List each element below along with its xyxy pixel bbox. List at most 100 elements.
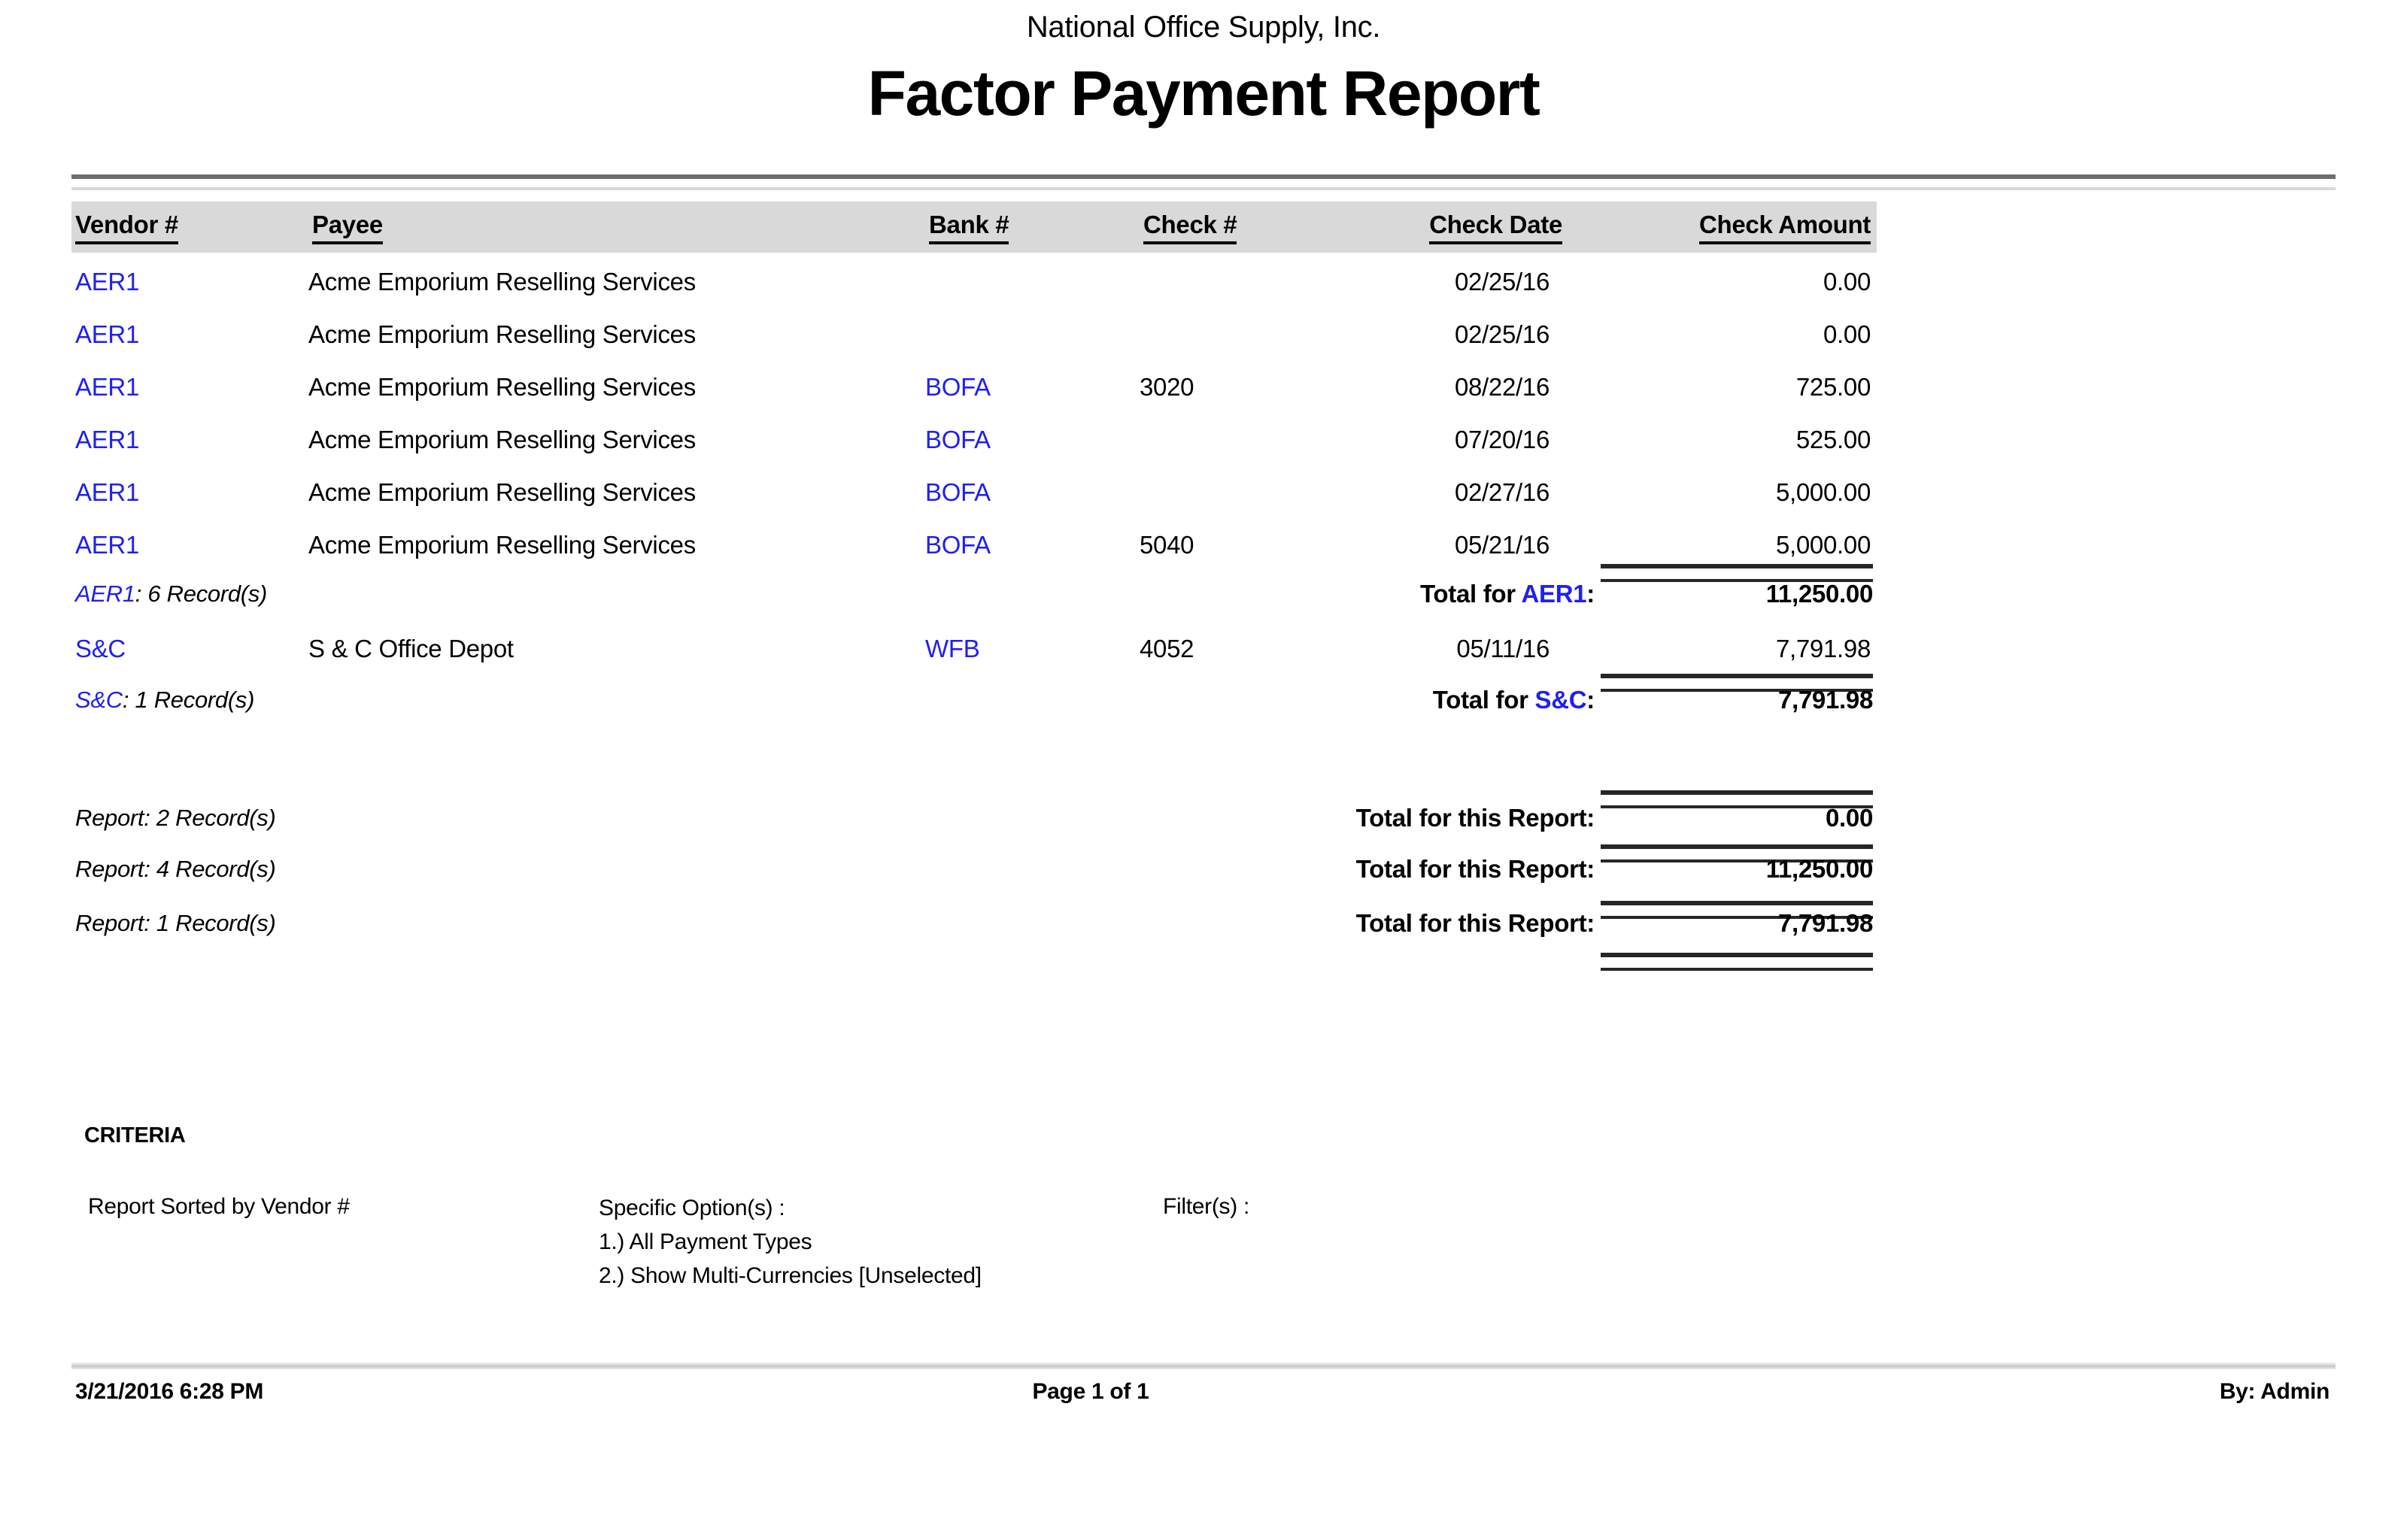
subtotal-rule <box>1601 564 1873 582</box>
payee-cell: Acme Emporium Reselling Services <box>308 426 696 453</box>
title-rule-dark <box>71 174 2336 179</box>
check-date-cell: 05/21/16 <box>1454 531 1550 559</box>
check-date-cell: 07/20/16 <box>1454 426 1550 453</box>
report-total-rule <box>1601 953 1873 971</box>
company-name: National Office Supply, Inc. <box>1026 11 1381 44</box>
group-total-label: Total for AER1: <box>1420 573 1595 615</box>
group-total-prefix: Total for <box>1419 580 1522 608</box>
payee-cell: S & C Office Depot <box>308 635 514 662</box>
payee-cell: Acme Emporium Reselling Services <box>308 373 696 401</box>
bank-code-link[interactable]: BOFA <box>925 478 991 506</box>
report-record-count: Report: 4 Record(s) <box>75 848 276 890</box>
vendor-code-link[interactable]: AER1 <box>75 320 140 348</box>
check-date-cell: 02/25/16 <box>1454 320 1550 348</box>
footer-datetime: 3/21/2016 6:28 PM <box>75 1379 264 1404</box>
vendor-code-link[interactable]: AER1 <box>75 268 140 296</box>
report-total-amount: 0.00 <box>1825 804 1873 832</box>
group-total-label: Total for S&C: <box>1433 681 1595 720</box>
bank-code-link[interactable]: BOFA <box>925 426 991 453</box>
payee-cell: Acme Emporium Reselling Services <box>308 320 696 348</box>
report-body: National Office Supply, Inc. Factor Paym… <box>71 0 2336 1540</box>
group-total-colon: : <box>1586 686 1595 714</box>
criteria-option: 1.) All Payment Types <box>599 1229 812 1254</box>
report-total-label: Total for this Report: <box>1355 909 1595 937</box>
payee-cell: Acme Emporium Reselling Services <box>308 531 696 559</box>
vendor-code-link[interactable]: AER1 <box>75 373 140 401</box>
check-amount-cell: 7,791.98 <box>1775 635 1871 662</box>
check-amount-cell: 725.00 <box>1795 373 1871 401</box>
report-record-count-text: Report: 4 Record(s) <box>75 856 276 882</box>
subtotal-rule <box>1601 674 1873 692</box>
report-record-count-text: Report: 1 Record(s) <box>75 910 276 936</box>
check-number-cell: 4052 <box>1140 635 1194 662</box>
group-record-count: AER1: 6 Record(s) <box>75 573 267 615</box>
check-amount-cell: 5,000.00 <box>1775 531 1871 559</box>
group-total-vendor-code: S&C <box>1534 686 1587 714</box>
report-record-count: Report: 1 Record(s) <box>75 902 276 944</box>
col-header-check-date: Check Date <box>1350 211 1568 244</box>
check-date-cell: 08/22/16 <box>1454 373 1550 401</box>
group-total-amount: 7,791.98 <box>1777 686 1873 714</box>
col-header-check-amount: Check Amount <box>1568 211 1877 244</box>
criteria-heading: CRITERIA <box>84 1123 186 1147</box>
table-row: AER1 Acme Emporium Reselling Services BO… <box>71 519 1877 571</box>
footer-divider <box>71 1363 2336 1369</box>
vendor-code-link[interactable]: AER1 <box>75 478 140 506</box>
report-total-rule <box>1601 844 1873 862</box>
col-header-bank: Bank # <box>925 211 1140 244</box>
table-row: AER1 Acme Emporium Reselling Services 02… <box>71 308 1877 361</box>
check-number-cell: 5040 <box>1140 531 1194 559</box>
criteria-options-heading: Specific Option(s) : <box>599 1196 785 1220</box>
report-total-amount: 11,250.00 <box>1765 855 1874 883</box>
report-total-label: Total for this Report: <box>1355 804 1595 832</box>
table-row: AER1 Acme Emporium Reselling Services BO… <box>71 466 1877 519</box>
page-title: Factor Payment Report <box>867 58 1540 129</box>
bank-code-link[interactable]: BOFA <box>925 531 991 559</box>
group-record-count-text: : 1 Record(s) <box>122 687 255 713</box>
table-row: AER1 Acme Emporium Reselling Services 02… <box>71 256 1877 308</box>
check-amount-cell: 0.00 <box>1823 320 1871 348</box>
report-record-count-text: Report: 2 Record(s) <box>75 805 276 831</box>
group-record-count-text: : 6 Record(s) <box>135 581 268 607</box>
group-record-count: S&C: 1 Record(s) <box>75 681 254 720</box>
footer-page-number: Page 1 of 1 <box>1032 1379 1149 1404</box>
criteria-filters-heading: Filter(s) : <box>1163 1194 1250 1219</box>
col-header-vendor: Vendor # <box>71 211 308 244</box>
table-row: AER1 Acme Emporium Reselling Services BO… <box>71 361 1877 414</box>
criteria-sorted-by: Report Sorted by Vendor # <box>88 1194 350 1219</box>
title-rule-light <box>71 187 2336 190</box>
criteria-option: 2.) Show Multi-Currencies [Unselected] <box>599 1263 982 1288</box>
check-amount-cell: 0.00 <box>1823 268 1871 296</box>
check-date-cell: 02/27/16 <box>1454 478 1550 506</box>
table-row: AER1 Acme Emporium Reselling Services BO… <box>71 414 1877 466</box>
table-header-row: Vendor # Payee Bank # Check # Check Date… <box>71 202 1877 253</box>
report-total-rule <box>1601 790 1873 808</box>
check-date-cell: 05/11/16 <box>1456 635 1550 662</box>
report-total-amount: 7,791.98 <box>1777 909 1873 937</box>
payee-cell: Acme Emporium Reselling Services <box>308 478 696 506</box>
table-row: S&C S & C Office Depot WFB 4052 05/11/16… <box>71 626 1877 671</box>
col-header-check: Check # <box>1140 211 1350 244</box>
check-date-cell: 02/25/16 <box>1454 268 1550 296</box>
col-header-payee: Payee <box>308 211 925 244</box>
vendor-code-link[interactable]: S&C <box>75 635 126 662</box>
check-amount-cell: 525.00 <box>1795 426 1871 453</box>
vendor-code-link[interactable]: AER1 <box>75 531 140 559</box>
criteria-options: Specific Option(s) : 1.) All Payment Typ… <box>599 1191 982 1293</box>
report-total-rule <box>1601 901 1873 919</box>
group-total-prefix: Total for <box>1432 686 1535 714</box>
group-total-vendor-code: AER1 <box>1521 580 1587 608</box>
footer-generated-by: By: Admin <box>2219 1379 2330 1404</box>
payee-cell: Acme Emporium Reselling Services <box>308 268 696 296</box>
group-total-amount: 11,250.00 <box>1765 580 1874 608</box>
group-vendor-code: AER1 <box>75 581 135 607</box>
check-number-cell: 3020 <box>1140 373 1194 401</box>
check-amount-cell: 5,000.00 <box>1775 478 1871 506</box>
report-record-count: Report: 2 Record(s) <box>75 797 276 839</box>
group-vendor-code: S&C <box>75 687 123 713</box>
vendor-code-link[interactable]: AER1 <box>75 426 140 453</box>
report-total-label: Total for this Report: <box>1355 855 1595 883</box>
bank-code-link[interactable]: WFB <box>925 635 980 662</box>
bank-code-link[interactable]: BOFA <box>925 373 991 401</box>
